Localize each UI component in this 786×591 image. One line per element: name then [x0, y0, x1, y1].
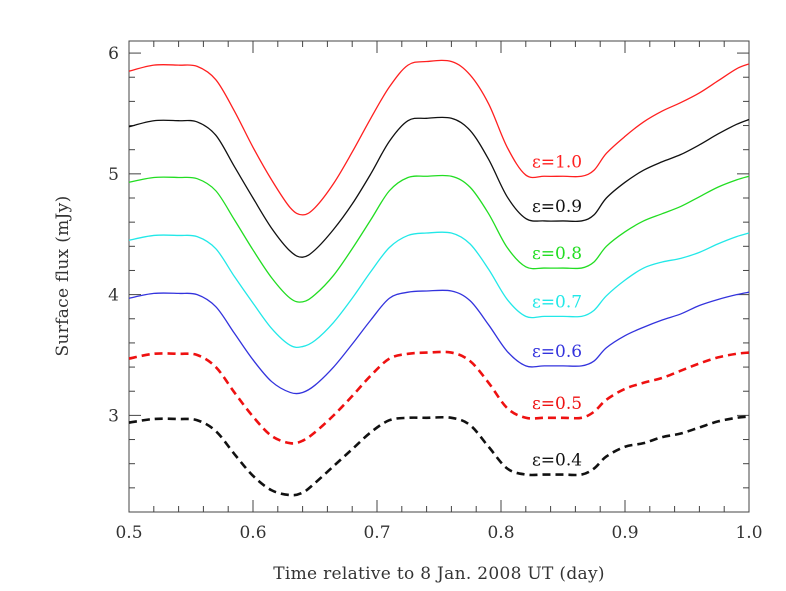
series-label: ε=0.9: [532, 197, 582, 217]
y-tick-label: 6: [108, 44, 119, 64]
series-line: [128, 350, 750, 445]
y-tick-label: 5: [108, 165, 119, 185]
x-axis-title: Time relative to 8 Jan. 2008 UT (day): [273, 564, 605, 584]
series-line: [128, 231, 750, 349]
plot-frame: [128, 40, 750, 513]
x-tick-label: 1.0: [735, 523, 762, 543]
tick-labels: 0.5 0.6 0.7 0.8 0.9 1.0 3 4 5 6: [108, 44, 762, 543]
x-tick-label: 0.7: [363, 523, 390, 543]
y-axis-title: Surface flux (mJy): [53, 195, 73, 356]
series-label: ε=1.0: [532, 152, 582, 172]
series-label: ε=0.5: [532, 394, 582, 414]
series-line: [128, 174, 750, 303]
x-tick-label: 0.5: [115, 523, 142, 543]
series-lines: [128, 59, 750, 497]
series-label: ε=0.8: [532, 244, 582, 264]
series-line: [128, 116, 750, 258]
y-tick-label: 4: [108, 286, 119, 306]
y-tick-label: 3: [108, 406, 119, 426]
x-tick-label: 0.8: [487, 523, 514, 543]
x-tick-label: 0.6: [239, 523, 266, 543]
series-line: [128, 289, 750, 395]
series-label: ε=0.4: [532, 451, 582, 471]
series-label: ε=0.7: [532, 292, 582, 312]
x-tick-label: 0.9: [611, 523, 638, 543]
axis-ticks: [128, 41, 750, 513]
series-label: ε=0.6: [532, 342, 582, 362]
series-line: [128, 415, 750, 497]
series-labels: ε=1.0 ε=0.9 ε=0.8 ε=0.7 ε=0.6 ε=0.5 ε=0.4: [532, 152, 582, 470]
series-line: [128, 59, 750, 216]
